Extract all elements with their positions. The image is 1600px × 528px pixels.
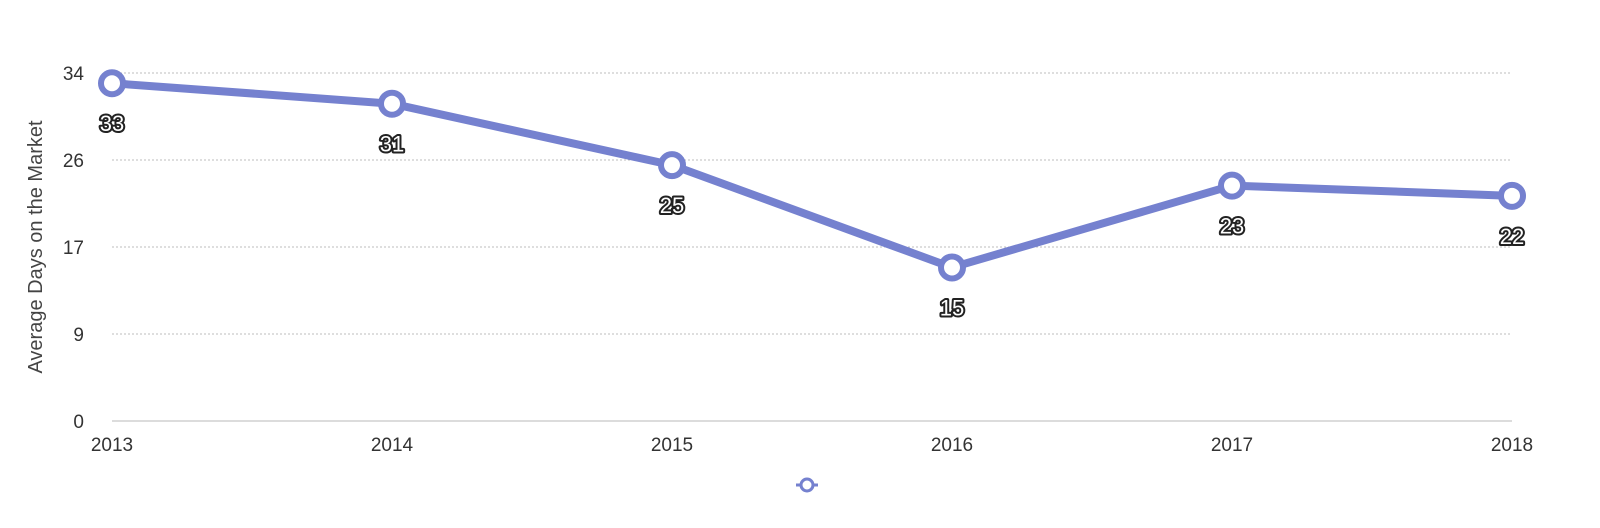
- data-label: 15: [940, 295, 964, 320]
- grid-layer: [112, 72, 1512, 422]
- data-label: 31: [380, 132, 404, 157]
- data-point-marker[interactable]: [98, 69, 126, 98]
- legend-marker-icon: [799, 477, 815, 493]
- data-point-marker[interactable]: [658, 151, 686, 180]
- data-label: 23: [1220, 214, 1244, 239]
- y-tick-labels: 0 9 17 26 34: [63, 64, 85, 433]
- legend[interactable]: [796, 477, 818, 493]
- data-label: 22: [1500, 224, 1524, 249]
- series-line: [108, 79, 1516, 272]
- data-label: 25: [660, 193, 684, 218]
- x-tick-labels: 2013 2014 2015 2016 2017 2018: [91, 435, 1533, 456]
- x-tick-label: 2015: [651, 435, 693, 456]
- data-label: 33: [100, 111, 124, 136]
- series-layer: [98, 69, 1526, 282]
- y-tick-label: 26: [63, 151, 84, 172]
- y-tick-label: 34: [63, 64, 85, 85]
- x-tick-label: 2018: [1491, 435, 1533, 456]
- x-tick-label: 2017: [1211, 435, 1253, 456]
- y-tick-label: 17: [63, 238, 84, 259]
- data-point-marker[interactable]: [1498, 181, 1526, 210]
- y-tick-label: 9: [73, 325, 84, 346]
- y-axis-title: Average Days on the Market: [25, 120, 47, 374]
- y-tick-label: 0: [73, 412, 84, 433]
- x-tick-label: 2016: [931, 435, 973, 456]
- data-point-marker[interactable]: [938, 253, 966, 282]
- data-label-layer: 33 31 25 15 23 22: [98, 109, 1526, 322]
- x-tick-label: 2014: [371, 435, 414, 456]
- x-tick-label: 2013: [91, 435, 133, 456]
- data-point-marker[interactable]: [378, 89, 406, 118]
- data-point-marker[interactable]: [1218, 171, 1246, 200]
